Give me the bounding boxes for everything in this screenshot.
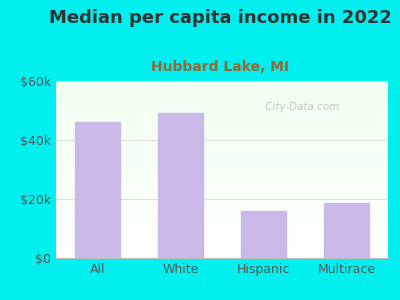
Bar <box>75 122 120 258</box>
Bar <box>158 113 203 258</box>
Text: City-Data.com: City-Data.com <box>262 102 339 112</box>
Bar <box>324 203 369 258</box>
Text: Hubbard Lake, MI: Hubbard Lake, MI <box>151 60 289 74</box>
Bar <box>241 211 286 258</box>
Text: Median per capita income in 2022: Median per capita income in 2022 <box>48 9 392 27</box>
